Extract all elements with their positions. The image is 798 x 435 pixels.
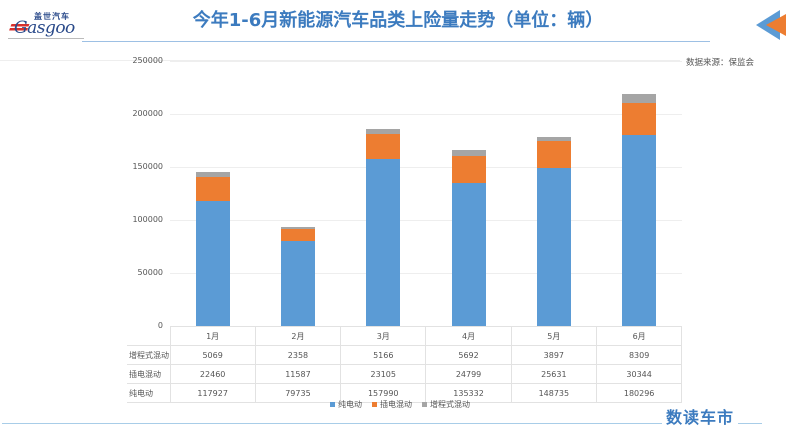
data-table: 1月 2月 3月 4月 5月 6月 增程式混动 5069 2358 5166 5692 3897 830… (127, 326, 683, 403)
legend-item: 纯电动 (330, 399, 362, 410)
back-arrow-icon (756, 10, 786, 40)
logo-en-text: Gasgoo (14, 18, 75, 38)
y-tick-label: 250000 (132, 56, 163, 65)
bottom-divider (2, 423, 762, 424)
table-cell: 5069 (169, 345, 256, 365)
table-header-cell: 3月 (340, 326, 427, 346)
table-header-cell: 5月 (510, 326, 597, 346)
bar-segment (537, 141, 571, 169)
table-cell: 24799 (425, 364, 512, 384)
table-cell: 5166 (340, 345, 427, 365)
y-tick-label: 150000 (132, 162, 163, 171)
bar-segment (451, 182, 486, 326)
bar-segment (281, 229, 315, 242)
table-row: 插电混动 22460 11587 23105 24799 25631 30344 (127, 364, 683, 384)
table-cell: 30344 (595, 364, 683, 384)
source-divider (0, 60, 680, 61)
row-label: 纯电动 (127, 383, 171, 403)
bar-4 (451, 150, 486, 326)
page-title: 今年1-6月新能源汽车品类上险量走势（单位：辆） (192, 10, 604, 31)
table-row: 增程式混动 5069 2358 5166 5692 3897 8309 (127, 345, 683, 365)
bar-segment (195, 200, 230, 326)
table-row: 纯电动 117927 79735 157990 135332 148735 180296 (127, 383, 683, 403)
chart-legend: 纯电动 插电混动 增程式混动 (330, 399, 470, 410)
legend-item: 增程式混动 (422, 399, 470, 410)
bar-segment (622, 134, 657, 326)
gridline (170, 167, 682, 168)
table-cell: 2358 (254, 345, 342, 365)
bar-segment (366, 128, 401, 135)
table-cell: 11587 (254, 364, 342, 384)
gridline (170, 273, 682, 274)
table-header-cell: 4月 (425, 326, 512, 346)
row-label: 增程式混动 (127, 345, 171, 365)
bar-segment (451, 150, 486, 157)
brand-logo: 数读车市 (662, 404, 739, 428)
legend-swatch-icon (330, 402, 335, 407)
bar-segment (537, 168, 571, 326)
bar-segment (537, 137, 571, 142)
table-cell: 148735 (510, 383, 597, 403)
bar-segment (622, 102, 657, 135)
y-tick-label: 50000 (137, 268, 163, 277)
bar-6 (622, 93, 657, 326)
bar-segment (622, 93, 657, 103)
bar-3 (366, 128, 401, 326)
gridline (170, 61, 682, 62)
title-divider (82, 41, 710, 42)
table-cell: 117927 (169, 383, 256, 403)
table-cell: 5692 (425, 345, 512, 365)
bar-1 (195, 171, 230, 326)
legend-item: 插电混动 (372, 399, 412, 410)
bar-segment (195, 171, 230, 178)
table-cell: 8309 (595, 345, 683, 365)
table-cell: 79735 (254, 383, 342, 403)
table-cell: 22460 (169, 364, 256, 384)
gasgoo-logo: 盖世汽车 Gasgoo (8, 8, 84, 42)
data-source: 数据来源：保监会 (686, 58, 755, 68)
table-cell: 3897 (510, 345, 597, 365)
y-tick-label: 200000 (132, 109, 163, 118)
y-tick-label: 100000 (132, 215, 163, 224)
table-cell: 180296 (595, 383, 683, 403)
bar-segment (451, 156, 486, 183)
bar-segment (281, 226, 315, 230)
bar-segment (281, 241, 315, 326)
row-label: 插电混动 (127, 364, 171, 384)
bar-segment (195, 177, 230, 201)
gridline (170, 220, 682, 221)
legend-swatch-icon (372, 402, 377, 407)
table-header-cell: 2月 (254, 326, 342, 346)
legend-swatch-icon (422, 402, 427, 407)
table-header-cell: 1月 (169, 326, 256, 346)
logo-cn-text: 盖世汽车 (34, 12, 70, 21)
table-cell: 23105 (340, 364, 427, 384)
table-header-cell: 6月 (595, 326, 683, 346)
y-tick-label: 0 (157, 321, 163, 330)
bar-segment (366, 134, 401, 159)
logo-underline (8, 38, 84, 39)
bar-5 (537, 137, 571, 326)
bar-2 (281, 226, 315, 326)
table-cell: 25631 (510, 364, 597, 384)
gridline (170, 114, 682, 115)
bar-segment (366, 158, 401, 326)
table-cell: 135332 (425, 383, 512, 403)
